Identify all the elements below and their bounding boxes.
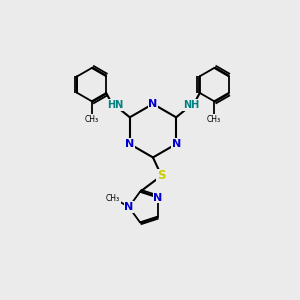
Text: CH₃: CH₃ [106, 194, 120, 203]
Text: CH₃: CH₃ [207, 115, 221, 124]
Text: N: N [125, 139, 134, 149]
Text: N: N [124, 202, 134, 212]
Text: HN: HN [107, 100, 123, 110]
Text: NH: NH [183, 100, 199, 110]
Text: N: N [172, 139, 181, 149]
Text: S: S [157, 169, 166, 182]
Text: CH₃: CH₃ [85, 115, 99, 124]
Text: N: N [148, 99, 158, 109]
Text: N: N [153, 193, 163, 202]
